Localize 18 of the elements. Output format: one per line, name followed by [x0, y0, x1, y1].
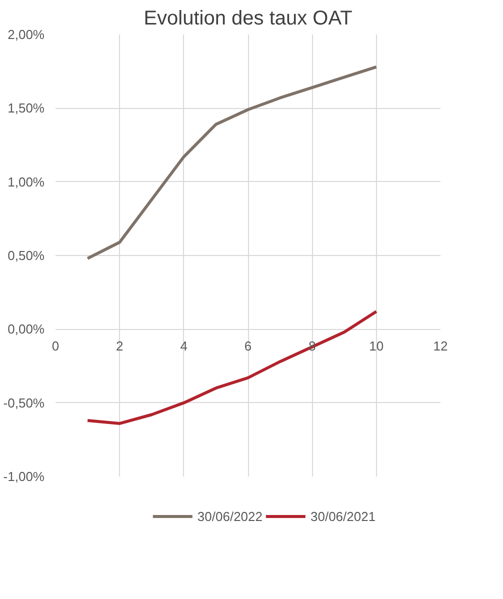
y-tick-label: 0,00% [8, 322, 45, 337]
chart-title: Evolution des taux OAT [144, 8, 352, 30]
x-tick-label: 0 [52, 338, 60, 354]
x-tick-label: 10 [369, 338, 384, 354]
y-tick-label: 2,00% [8, 27, 45, 42]
x-tick-label: 12 [433, 338, 448, 354]
y-tick-label: 1,50% [8, 100, 45, 116]
y-tick-label: -1,00% [3, 469, 45, 484]
x-tick-label: 8 [308, 338, 316, 354]
legend-label: 30/06/2021 [310, 508, 376, 524]
x-tick-label: 6 [244, 338, 252, 354]
y-tick-label: -0,50% [3, 395, 45, 410]
y-tick-label: 1,00% [8, 174, 45, 190]
line-series [86, 65, 378, 260]
y-tick-label: 0,50% [8, 248, 45, 263]
x-tick-label: 4 [180, 338, 188, 354]
legend-label: 30/06/2022 [197, 508, 262, 524]
x-tick-label: 2 [116, 338, 124, 354]
